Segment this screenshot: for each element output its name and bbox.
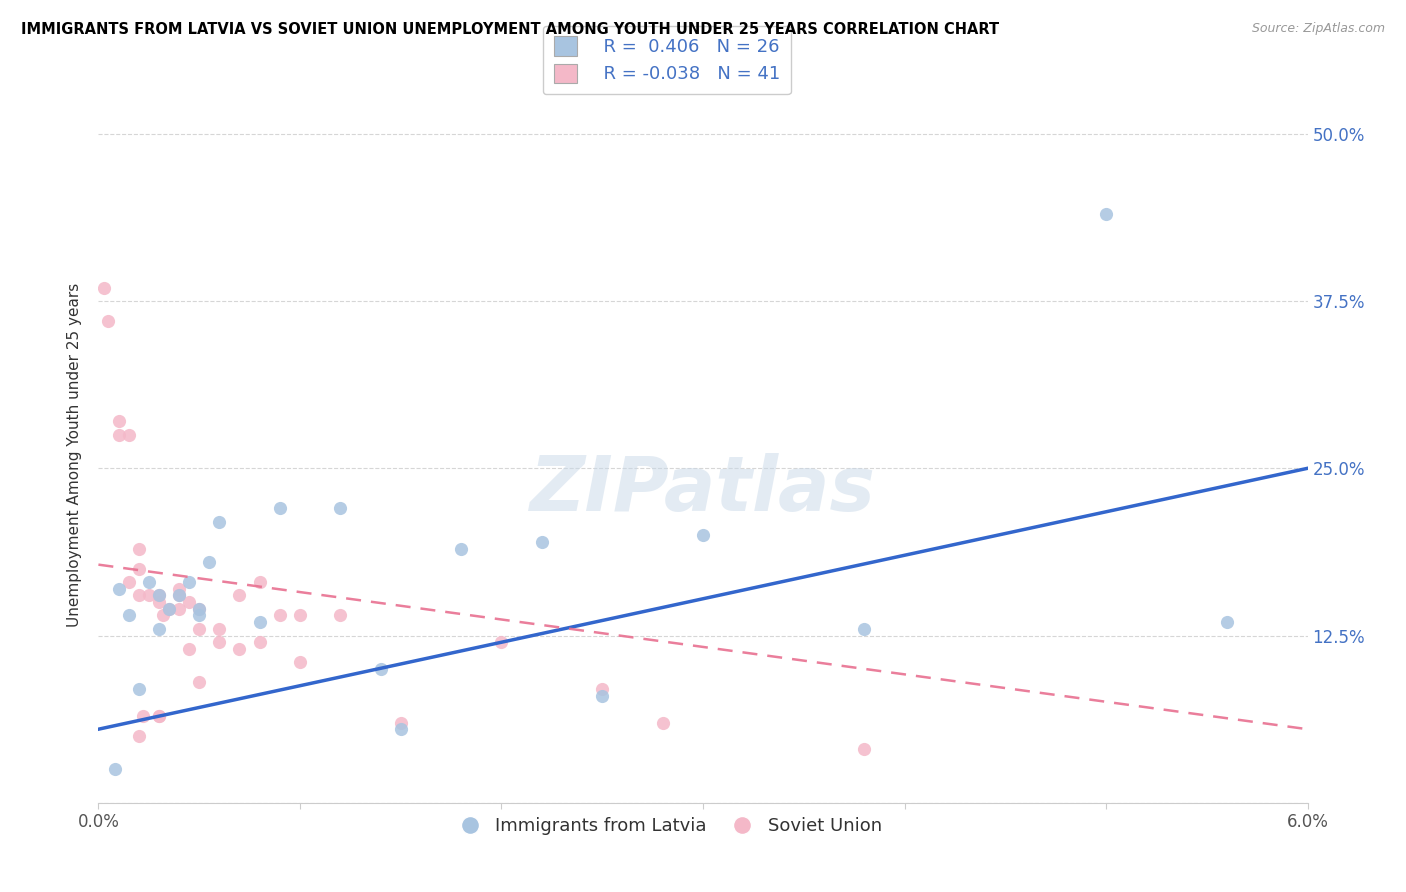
Point — [228, 642, 250, 657]
Point — [329, 501, 352, 516]
Point — [107, 427, 129, 442]
Point — [208, 622, 231, 636]
Point — [389, 715, 412, 730]
Point — [591, 689, 613, 703]
Point — [188, 602, 211, 616]
Point — [591, 681, 613, 696]
Point — [118, 575, 141, 590]
Point — [370, 662, 392, 676]
Point — [107, 414, 129, 429]
Point — [179, 642, 201, 657]
Text: Source: ZipAtlas.com: Source: ZipAtlas.com — [1251, 22, 1385, 36]
Point — [128, 562, 150, 576]
Point — [1216, 615, 1239, 630]
Point — [128, 589, 150, 603]
Point — [157, 602, 180, 616]
Point — [167, 602, 190, 616]
Point — [269, 608, 291, 623]
Point — [198, 555, 221, 569]
Point — [128, 681, 150, 696]
Point — [128, 541, 150, 556]
Point — [188, 622, 211, 636]
Point — [188, 602, 211, 616]
Point — [152, 608, 174, 623]
Point — [692, 528, 714, 542]
Point — [288, 608, 311, 623]
Point — [167, 582, 190, 596]
Point — [157, 602, 180, 616]
Point — [249, 615, 271, 630]
Point — [148, 708, 170, 723]
Legend: Immigrants from Latvia, Soviet Union: Immigrants from Latvia, Soviet Union — [444, 810, 889, 842]
Point — [179, 595, 201, 609]
Point — [148, 589, 170, 603]
Point — [97, 314, 120, 328]
Point — [167, 589, 190, 603]
Point — [651, 715, 673, 730]
Point — [138, 575, 160, 590]
Text: IMMIGRANTS FROM LATVIA VS SOVIET UNION UNEMPLOYMENT AMONG YOUTH UNDER 25 YEARS C: IMMIGRANTS FROM LATVIA VS SOVIET UNION U… — [21, 22, 1000, 37]
Point — [1095, 207, 1118, 221]
Point — [148, 595, 170, 609]
Point — [138, 589, 160, 603]
Point — [491, 635, 513, 649]
Point — [148, 708, 170, 723]
Point — [148, 589, 170, 603]
Point — [249, 575, 271, 590]
Point — [103, 762, 125, 776]
Point — [853, 742, 876, 756]
Point — [128, 729, 150, 743]
Point — [389, 723, 412, 737]
Y-axis label: Unemployment Among Youth under 25 years: Unemployment Among Youth under 25 years — [67, 283, 83, 627]
Point — [93, 281, 115, 295]
Point — [188, 608, 211, 623]
Point — [179, 575, 201, 590]
Point — [450, 541, 472, 556]
Point — [148, 622, 170, 636]
Point — [132, 708, 155, 723]
Text: ZIPatlas: ZIPatlas — [530, 453, 876, 526]
Point — [228, 589, 250, 603]
Point — [288, 655, 311, 669]
Point — [208, 635, 231, 649]
Point — [118, 427, 141, 442]
Point — [167, 589, 190, 603]
Point — [107, 582, 129, 596]
Point — [329, 608, 352, 623]
Point — [118, 608, 141, 623]
Point — [249, 635, 271, 649]
Point — [188, 675, 211, 690]
Point — [530, 534, 553, 549]
Point — [208, 515, 231, 529]
Point — [269, 501, 291, 516]
Point — [853, 622, 876, 636]
